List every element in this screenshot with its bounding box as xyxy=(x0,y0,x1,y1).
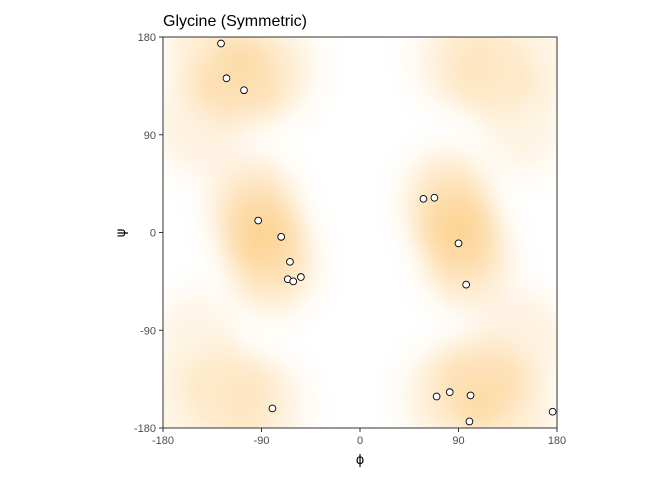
density-region xyxy=(208,151,293,248)
x-tick-label: 90 xyxy=(452,435,464,447)
x-tick-label: -90 xyxy=(254,435,270,447)
data-point xyxy=(254,216,263,225)
data-point xyxy=(277,232,286,241)
x-axis: -180 -90 0 90 180 xyxy=(152,428,566,447)
data-point xyxy=(289,277,298,286)
data-point xyxy=(548,407,557,416)
density-region xyxy=(163,293,238,390)
y-tick-label: 0 xyxy=(150,228,156,240)
density-region xyxy=(482,293,557,390)
data-point xyxy=(419,194,428,203)
density-region xyxy=(163,75,238,172)
chart-title: Glycine (Symmetric) xyxy=(163,13,307,30)
density-region xyxy=(416,37,501,107)
data-point xyxy=(462,280,471,289)
data-point xyxy=(217,39,225,48)
y-tick-label: -90 xyxy=(140,325,156,337)
density-region xyxy=(427,217,512,314)
data-point xyxy=(454,239,463,248)
density-region xyxy=(482,75,557,172)
y-tick-label: 90 xyxy=(144,130,156,142)
density-region xyxy=(230,37,315,118)
data-point xyxy=(268,404,277,413)
density-region xyxy=(219,358,304,428)
density-region xyxy=(405,347,490,428)
points-layer xyxy=(217,39,557,426)
y-tick-label: 180 xyxy=(138,32,156,44)
density-layer xyxy=(163,37,557,428)
density-region xyxy=(504,37,557,96)
data-point xyxy=(430,193,439,202)
data-point xyxy=(286,257,294,266)
data-point xyxy=(240,86,248,95)
data-point xyxy=(466,391,475,400)
y-axis: -180 -90 0 90 180 xyxy=(134,32,163,435)
data-point xyxy=(465,417,474,426)
x-tick-label: -180 xyxy=(152,435,174,447)
data-point xyxy=(222,74,231,83)
data-point xyxy=(432,392,441,401)
x-axis-title: ϕ xyxy=(356,453,365,468)
x-tick-label: 0 xyxy=(357,435,363,447)
density-region xyxy=(163,369,216,428)
data-point xyxy=(445,388,454,397)
x-tick-label: 180 xyxy=(548,435,566,447)
y-tick-label: -180 xyxy=(134,423,156,435)
data-point xyxy=(297,273,305,281)
y-axis-title: ψ xyxy=(114,229,129,238)
